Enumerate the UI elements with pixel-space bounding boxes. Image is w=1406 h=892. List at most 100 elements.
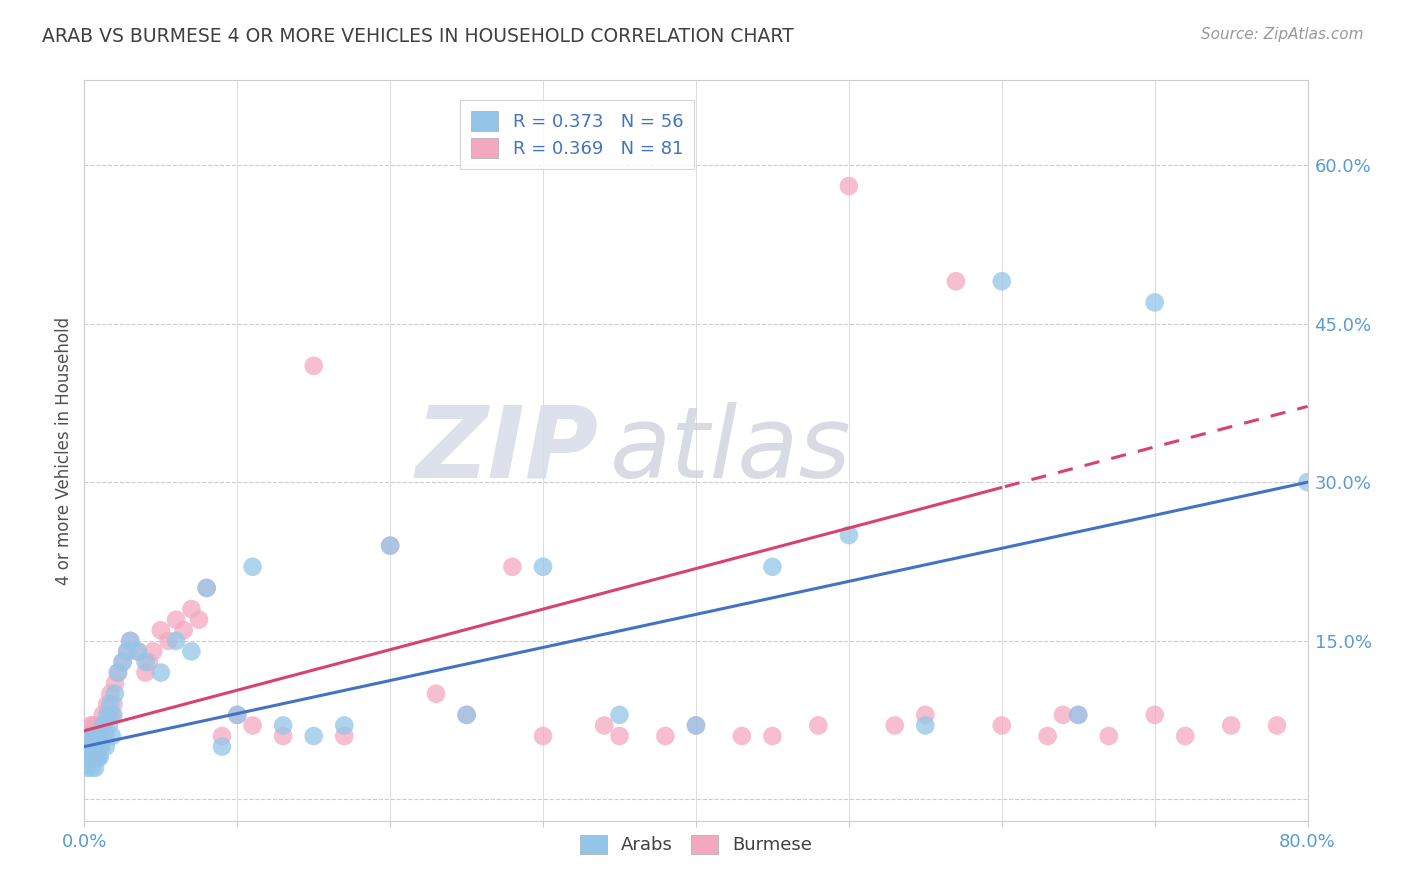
Arabs — [79, 729, 101, 743]
Burmese — [593, 718, 616, 732]
Burmese — [86, 750, 108, 764]
Arabs — [83, 729, 105, 743]
Burmese — [302, 359, 325, 373]
Text: ZIP: ZIP — [415, 402, 598, 499]
Arabs — [80, 739, 103, 754]
Burmese — [79, 718, 101, 732]
Burmese — [609, 729, 631, 743]
Burmese — [165, 613, 187, 627]
Burmese — [101, 707, 124, 722]
Burmese — [80, 750, 103, 764]
Burmese — [89, 718, 111, 732]
Arabs — [609, 707, 631, 722]
Arabs — [195, 581, 218, 595]
Burmese — [271, 729, 294, 743]
Arabs — [685, 718, 707, 732]
Burmese — [83, 750, 105, 764]
Arabs — [456, 707, 478, 722]
Burmese — [838, 179, 860, 194]
Burmese — [76, 729, 98, 743]
Burmese — [1067, 707, 1090, 722]
Arabs — [97, 718, 120, 732]
Burmese — [242, 718, 264, 732]
Burmese — [94, 729, 117, 743]
Burmese — [107, 665, 129, 680]
Arabs — [98, 698, 121, 712]
Arabs — [77, 750, 100, 764]
Arabs — [107, 665, 129, 680]
Arabs — [94, 739, 117, 754]
Arabs — [90, 739, 112, 754]
Text: atlas: atlas — [610, 402, 852, 499]
Burmese — [111, 655, 134, 669]
Burmese — [76, 750, 98, 764]
Arabs — [87, 750, 110, 764]
Burmese — [1143, 707, 1166, 722]
Burmese — [761, 729, 783, 743]
Burmese — [1098, 729, 1121, 743]
Arabs — [89, 729, 111, 743]
Burmese — [731, 729, 754, 743]
Burmese — [1220, 718, 1243, 732]
Arabs — [135, 655, 157, 669]
Arabs — [80, 761, 103, 775]
Text: ARAB VS BURMESE 4 OR MORE VEHICLES IN HOUSEHOLD CORRELATION CHART: ARAB VS BURMESE 4 OR MORE VEHICLES IN HO… — [42, 27, 794, 45]
Arabs — [93, 729, 115, 743]
Burmese — [84, 729, 107, 743]
Arabs — [84, 761, 107, 775]
Burmese — [103, 698, 125, 712]
Arabs — [165, 633, 187, 648]
Burmese — [84, 739, 107, 754]
Burmese — [138, 655, 160, 669]
Arabs — [101, 729, 124, 743]
Burmese — [87, 729, 110, 743]
Arabs — [914, 718, 936, 732]
Burmese — [96, 698, 118, 712]
Arabs — [87, 739, 110, 754]
Burmese — [127, 644, 149, 658]
Arabs — [991, 274, 1014, 288]
Burmese — [104, 676, 127, 690]
Arabs — [1296, 475, 1319, 490]
Burmese — [93, 718, 115, 732]
Burmese — [188, 613, 211, 627]
Burmese — [120, 633, 142, 648]
Burmese — [79, 750, 101, 764]
Burmese — [149, 624, 172, 638]
Arabs — [111, 655, 134, 669]
Arabs — [127, 644, 149, 658]
Arabs — [96, 707, 118, 722]
Arabs — [761, 559, 783, 574]
Burmese — [211, 729, 233, 743]
Arabs — [86, 750, 108, 764]
Burmese — [380, 539, 402, 553]
Burmese — [98, 687, 121, 701]
Arabs — [211, 739, 233, 754]
Arabs — [104, 687, 127, 701]
Burmese — [914, 707, 936, 722]
Arabs — [115, 644, 138, 658]
Arabs — [1067, 707, 1090, 722]
Burmese — [807, 718, 830, 732]
Arabs — [76, 761, 98, 775]
Arabs — [89, 750, 111, 764]
Burmese — [75, 729, 97, 743]
Burmese — [83, 718, 105, 732]
Burmese — [195, 581, 218, 595]
Arabs — [271, 718, 294, 732]
Burmese — [1052, 707, 1074, 722]
Burmese — [883, 718, 905, 732]
Arabs — [84, 739, 107, 754]
Burmese — [80, 739, 103, 754]
Burmese — [1036, 729, 1059, 743]
Legend: Arabs, Burmese: Arabs, Burmese — [571, 825, 821, 863]
Burmese — [84, 750, 107, 764]
Arabs — [77, 739, 100, 754]
Arabs — [91, 718, 114, 732]
Arabs — [1143, 295, 1166, 310]
Arabs — [180, 644, 202, 658]
Burmese — [77, 750, 100, 764]
Burmese — [425, 687, 447, 701]
Text: Source: ZipAtlas.com: Source: ZipAtlas.com — [1201, 27, 1364, 42]
Arabs — [75, 750, 97, 764]
